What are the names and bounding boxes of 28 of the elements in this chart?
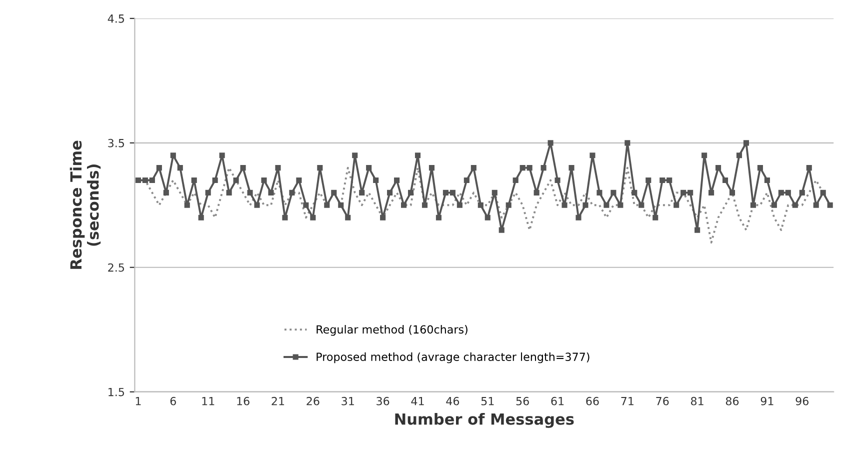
x-tick-label: 46 [446, 396, 460, 406]
x-tick-label: 66 [586, 396, 599, 406]
legend-label: Proposed method (avrage character length=377) [316, 352, 590, 364]
x-tick-label: 81 [690, 396, 704, 406]
y-axis-title: Responce Time (seconds) [70, 140, 101, 269]
legend-label: Regular method (160chars) [316, 325, 468, 336]
x-tick-label: 71 [621, 397, 634, 406]
x-tick-label: 1 [136, 397, 141, 406]
x-tick-label: 76 [656, 396, 669, 406]
y-tick-label: 3.5 [108, 138, 124, 148]
x-tick-label: 51 [481, 397, 494, 406]
x-tick-label: 26 [306, 396, 320, 406]
x-tick-label: 91 [760, 396, 774, 406]
x-tick-label: 11 [202, 397, 214, 406]
x-tick-label: 36 [376, 396, 390, 406]
x-tick-label: 6 [170, 396, 176, 406]
x-tick-label: 86 [726, 396, 739, 406]
x-axis-title: Number of Messages [395, 413, 574, 428]
y-tick-label: 4.5 [108, 14, 124, 23]
x-tick-label: 61 [551, 396, 564, 406]
x-tick-label: 56 [516, 396, 529, 406]
x-tick-label: 21 [272, 396, 284, 406]
y-tick-label: 2.5 [108, 263, 124, 272]
y-tick-label: 1.5 [108, 388, 124, 396]
x-tick-label: 16 [237, 396, 250, 406]
x-tick-label: 31 [342, 396, 354, 406]
x-tick-label: 41 [411, 397, 424, 406]
x-tick-label: 96 [796, 396, 808, 406]
